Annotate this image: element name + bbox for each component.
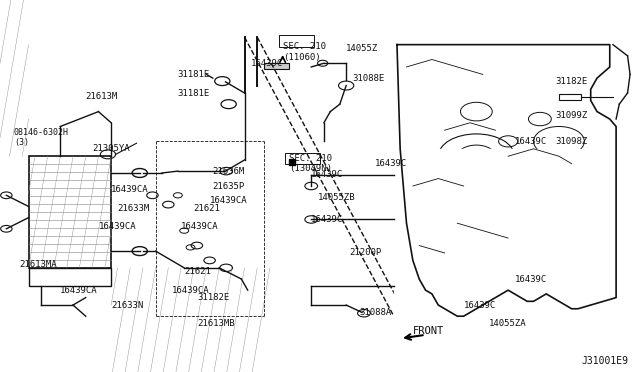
Text: 21621: 21621 [184, 267, 211, 276]
Text: 16439C: 16439C [515, 275, 547, 283]
Text: 21613MA: 21613MA [19, 260, 57, 269]
Text: 31182E: 31182E [556, 77, 588, 86]
Text: 21613MB: 21613MB [197, 319, 234, 328]
Text: 16439C: 16439C [311, 215, 344, 224]
Text: SEC. 210
(13049N): SEC. 210 (13049N) [289, 154, 332, 173]
Polygon shape [394, 149, 616, 316]
Bar [29, 268, 111, 286]
Text: 31181E: 31181E [178, 70, 210, 79]
Bar [264, 63, 289, 69]
Text: 21200P: 21200P [349, 248, 381, 257]
Text: 16439CA: 16439CA [111, 185, 148, 194]
Text: 16439CA: 16439CA [210, 196, 247, 205]
Text: 21621: 21621 [194, 204, 221, 213]
Text: J31001E9: J31001E9 [581, 356, 628, 366]
Bar [285, 153, 320, 164]
Text: 31099Z: 31099Z [556, 111, 588, 120]
Text: 16439C: 16439C [375, 159, 407, 168]
Text: 31088E: 31088E [353, 74, 385, 83]
Bar [559, 94, 581, 100]
Text: 16439CA: 16439CA [99, 222, 136, 231]
Text: 16439C: 16439C [311, 170, 344, 179]
Text: 14055ZA: 14055ZA [489, 319, 527, 328]
Text: 31098Z: 31098Z [556, 137, 588, 146]
Text: 16439C: 16439C [515, 137, 547, 146]
Text: 08146-6302H
(3): 08146-6302H (3) [14, 128, 69, 147]
Text: 31182E: 31182E [197, 293, 229, 302]
Text: 16439C: 16439C [251, 59, 283, 68]
Text: FRONT: FRONT [413, 326, 444, 336]
Text: 16439C: 16439C [463, 301, 496, 310]
Text: 21635P: 21635P [212, 182, 245, 190]
Text: 14055ZB: 14055ZB [317, 193, 355, 202]
Text: 21633M: 21633M [118, 204, 150, 213]
Bar [29, 156, 111, 268]
Text: 21633N: 21633N [111, 301, 143, 310]
Text: 21636M: 21636M [212, 167, 245, 176]
Text: 16439CA: 16439CA [172, 286, 209, 295]
Text: 16439CA: 16439CA [181, 222, 219, 231]
Bar [280, 35, 314, 46]
Text: 31088A: 31088A [359, 308, 391, 317]
Text: 21305YA: 21305YA [92, 144, 130, 153]
Text: 31181E: 31181E [178, 89, 210, 97]
Text: SEC. 210
(11060): SEC. 210 (11060) [283, 42, 326, 62]
Text: 14055Z: 14055Z [346, 44, 378, 53]
Text: 21613M: 21613M [86, 92, 118, 101]
Text: 16439CA: 16439CA [60, 286, 98, 295]
